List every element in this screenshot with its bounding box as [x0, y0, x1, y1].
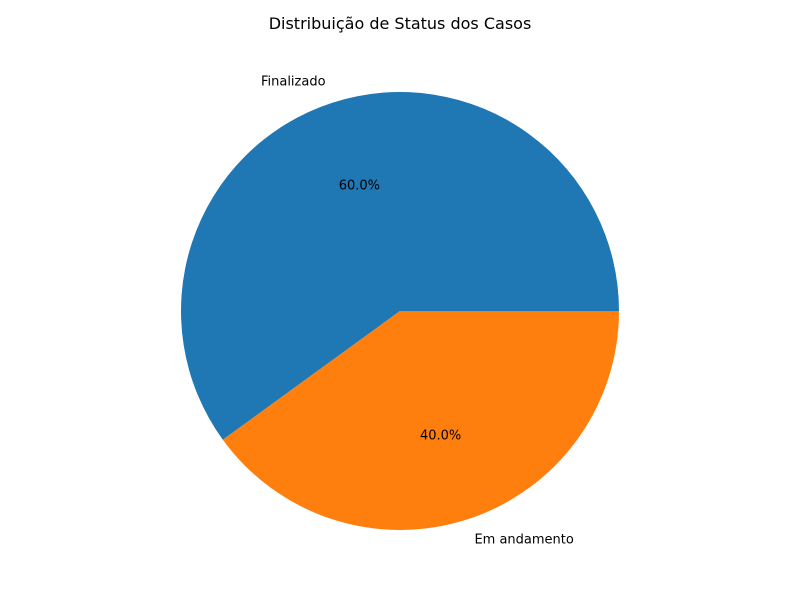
chart-title: Distribuição de Status dos Casos — [268, 14, 532, 33]
pie-slice-em-andamento — [222, 311, 620, 531]
pie-slice-finalizado — [180, 92, 620, 440]
slice-percent-label: 60.0% — [339, 179, 380, 194]
slice-label: Em andamento — [474, 533, 573, 548]
slice-percent-label: 40.0% — [420, 428, 461, 443]
slice-label: Finalizado — [261, 74, 326, 89]
